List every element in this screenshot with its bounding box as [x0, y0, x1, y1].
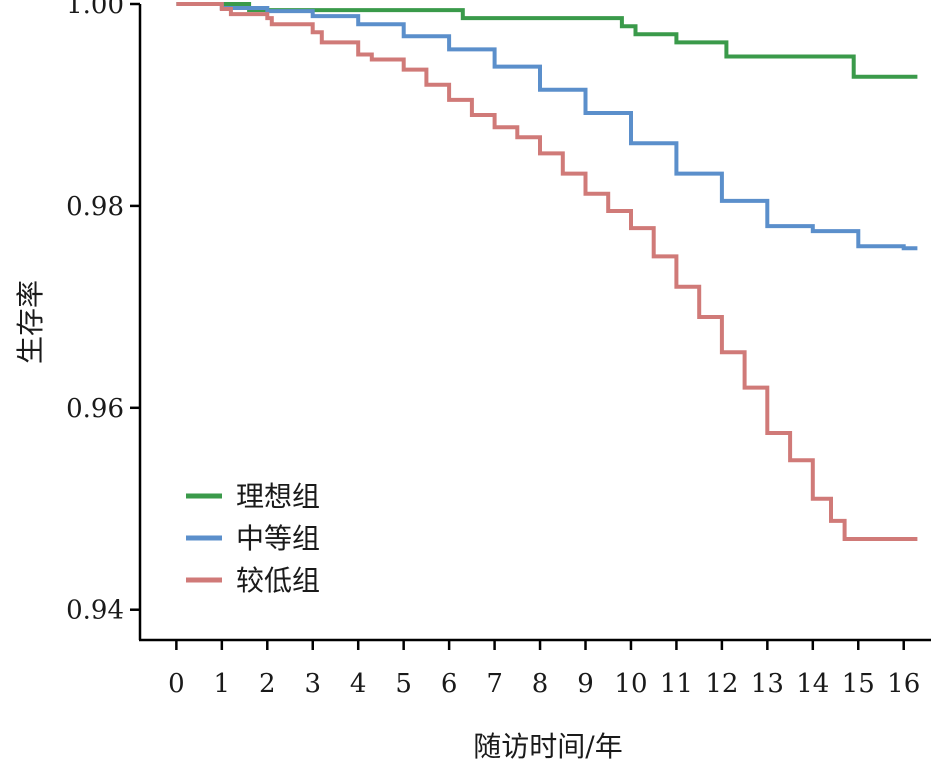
series-line-3 — [176, 2, 918, 541]
x-tick-label: 0 — [168, 669, 185, 699]
y-tick-label: 0.96 — [66, 394, 124, 424]
legend-label: 中等组 — [236, 522, 320, 555]
x-axis-label: 随访时间/年 — [473, 730, 622, 763]
x-tick-label: 4 — [350, 669, 367, 699]
x-tick-label: 3 — [304, 669, 321, 699]
y-tick-label: 0.98 — [66, 192, 124, 222]
ticks-layer: 0.940.960.981.000 1 2 3 4 5 6 7 8 9 10 11 12 13 14 15 16 — [66, 0, 920, 699]
x-tick-label: 10 — [614, 669, 647, 699]
axes-layer — [138, 4, 931, 642]
x-tick-label: 13 — [751, 669, 784, 699]
y-tick-label: 1.00 — [66, 0, 124, 20]
x-tick-label: 9 — [577, 669, 594, 699]
x-tick-label: 11 — [660, 669, 693, 699]
x-tick-label: 1 — [214, 669, 231, 699]
y-tick-label: 0.94 — [66, 596, 124, 626]
x-tick-label: 2 — [259, 669, 276, 699]
x-tick-label: 16 — [887, 669, 920, 699]
y-axis-label: 生存率 — [14, 280, 47, 364]
x-tick-label: 5 — [395, 669, 412, 699]
x-tick-label: 14 — [796, 669, 829, 699]
x-tick-label: 7 — [486, 669, 503, 699]
x-tick-label: 15 — [842, 669, 875, 699]
x-tick-label: 12 — [705, 669, 738, 699]
legend-label: 较低组 — [236, 564, 320, 597]
legend-label: 理想组 — [236, 480, 320, 513]
x-tick-label: 6 — [441, 669, 458, 699]
series-line-1 — [176, 2, 918, 79]
series-layer — [176, 2, 918, 541]
series-line-2 — [176, 2, 918, 251]
x-tick-label: 8 — [532, 669, 549, 699]
